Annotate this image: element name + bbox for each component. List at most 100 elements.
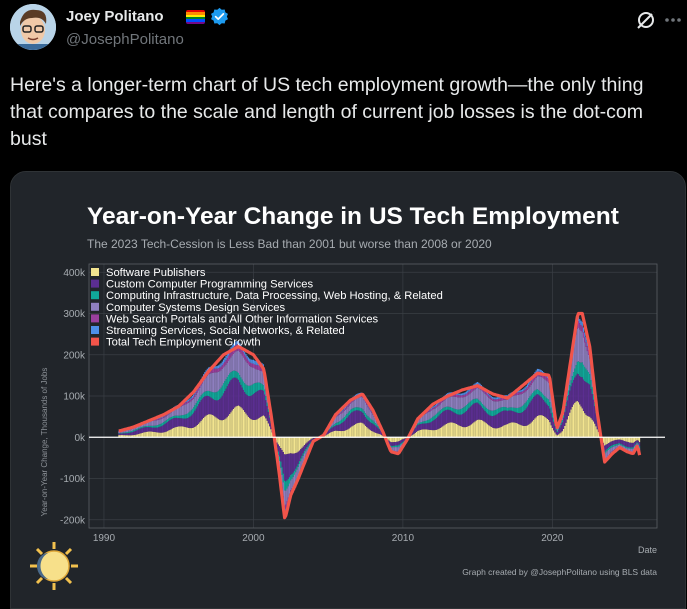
author-handle[interactable]: @JosephPolitano <box>66 31 184 48</box>
bar-segment-custom_programming <box>605 444 607 451</box>
bar-segment-computing_infrastructure <box>561 420 563 423</box>
bar-segment-systems_design <box>500 400 502 408</box>
bar-segment-software_publishers <box>185 427 187 438</box>
bar-segment-software_publishers <box>359 422 362 438</box>
bar-segment-systems_design <box>609 448 611 455</box>
bar-segment-custom_programming <box>388 440 390 444</box>
legend-swatch <box>91 279 99 288</box>
bar-segment-software_publishers <box>561 431 563 438</box>
bar-segment-custom_programming <box>556 432 558 436</box>
bar-segment-custom_programming <box>454 413 456 424</box>
bar-segment-software_publishers <box>135 434 137 438</box>
bar-segment-streaming <box>188 399 190 402</box>
bar-segment-systems_design <box>220 370 222 388</box>
bar-segment-streaming <box>520 389 522 392</box>
bar-segment-computing_infrastructure <box>531 392 534 399</box>
bar-segment-streaming <box>251 359 253 364</box>
bar-segment-systems_design <box>154 420 156 426</box>
bar-segment-software_publishers <box>229 413 231 438</box>
bar-segment-custom_programming <box>462 413 464 427</box>
bar-segment-streaming <box>343 408 345 410</box>
bar-segment-streaming <box>523 388 525 391</box>
bar-segment-systems_design <box>535 377 537 390</box>
bar-segment-systems_design <box>178 407 180 416</box>
bar-segment-systems_design <box>246 362 248 386</box>
bar-segment-systems_design <box>200 385 202 396</box>
bar-segment-computing_infrastructure <box>171 416 174 419</box>
bar-segment-custom_programming <box>511 410 514 423</box>
bar-segment-systems_design <box>226 362 228 377</box>
more-options-icon[interactable] <box>663 10 683 30</box>
bar-segment-software_publishers <box>524 425 526 438</box>
bar-segment-custom_programming <box>211 398 213 415</box>
bar-segment-web_search <box>472 387 474 392</box>
bar-segment-custom_programming <box>231 378 233 411</box>
bar-segment-systems_design <box>259 370 261 383</box>
bar-segment-computing_infrastructure <box>179 415 181 419</box>
tweet-media-image[interactable]: Year-on-Year Change in US Tech Employmen… <box>10 171 686 609</box>
bar-segment-computing_infrastructure <box>282 473 284 483</box>
bar-segment-streaming <box>536 368 539 372</box>
bar-segment-computing_infrastructure <box>470 400 472 406</box>
bar-segment-custom_programming <box>256 391 258 420</box>
bar-segment-custom_programming <box>343 420 345 431</box>
bar-segment-web_search <box>530 381 532 385</box>
bar-segment-custom_programming <box>467 409 469 427</box>
bar-segment-web_search <box>341 411 343 414</box>
bar-segment-computing_infrastructure <box>303 450 306 454</box>
bar-segment-systems_design <box>549 386 551 403</box>
bar-segment-streaming <box>463 392 465 395</box>
bar-segment-web_search <box>220 366 222 371</box>
author-avatar[interactable] <box>10 4 56 50</box>
bar-segment-software_publishers <box>504 424 506 438</box>
bar-segment-computing_infrastructure <box>566 396 568 401</box>
bar-segment-computing_infrastructure <box>216 391 218 401</box>
bar-segment-web_search <box>194 394 196 397</box>
bar-segment-computing_infrastructure <box>454 408 456 414</box>
bar-segment-computing_infrastructure <box>140 427 142 429</box>
bar-segment-systems_design <box>586 351 588 371</box>
bar-segment-computing_infrastructure <box>154 425 156 428</box>
bar-segment-systems_design <box>230 357 232 373</box>
bar-segment-web_search <box>244 354 246 360</box>
bar-segment-software_publishers <box>474 421 476 438</box>
bar-segment-systems_design <box>399 445 401 449</box>
bar-segment-streaming <box>580 320 582 326</box>
bar-segment-software_publishers <box>498 427 500 438</box>
bar-segment-custom_programming <box>250 395 252 420</box>
bar-segment-custom_programming <box>606 444 608 450</box>
bar-segment-computing_infrastructure <box>567 390 570 396</box>
legend-swatch <box>91 302 99 311</box>
bar-segment-computing_infrastructure <box>571 376 573 383</box>
bar-segment-custom_programming <box>540 396 542 416</box>
bar-segment-software_publishers <box>577 402 580 438</box>
bar-segment-computing_infrastructure <box>538 389 540 395</box>
bar-segment-computing_infrastructure <box>283 480 286 491</box>
bar-segment-custom_programming <box>190 415 192 429</box>
bar-segment-systems_design <box>619 444 621 447</box>
bar-segment-computing_infrastructure <box>169 417 171 421</box>
bar-segment-software_publishers <box>459 425 461 438</box>
bar-segment-custom_programming <box>550 413 552 426</box>
legend-label: Computer Systems Design Services <box>106 302 285 314</box>
bar-segment-software_publishers <box>306 437 308 443</box>
bar-segment-systems_design <box>606 451 608 458</box>
bar-segment-computing_infrastructure <box>449 407 451 411</box>
bar-segment-systems_design <box>482 391 484 405</box>
bar-segment-custom_programming <box>239 382 241 407</box>
bar-segment-systems_design <box>505 399 507 408</box>
grok-icon[interactable] <box>634 8 658 32</box>
bar-segment-systems_design <box>373 416 375 422</box>
bar-segment-custom_programming <box>489 415 491 427</box>
bar-segment-computing_infrastructure <box>333 424 335 427</box>
bar-segment-custom_programming <box>498 413 500 428</box>
author-name[interactable]: Joey Politano <box>66 8 164 25</box>
legend-swatch <box>91 314 99 323</box>
bar-segment-custom_programming <box>281 449 283 468</box>
bar-segment-software_publishers <box>165 431 167 438</box>
bar-segment-software_publishers <box>379 434 382 438</box>
bar-segment-software_publishers <box>382 435 384 438</box>
bar-segment-computing_infrastructure <box>164 421 166 424</box>
bar-segment-software_publishers <box>207 414 210 438</box>
bar-segment-streaming <box>464 392 466 395</box>
